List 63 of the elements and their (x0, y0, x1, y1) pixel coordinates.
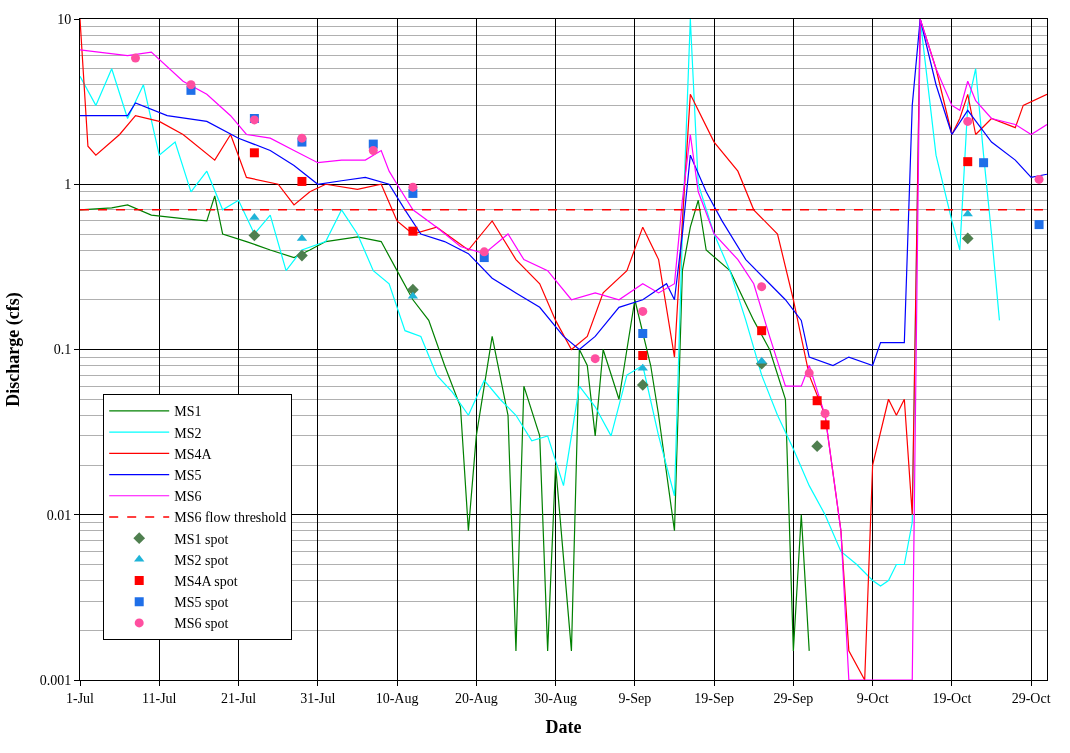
point (249, 212, 260, 220)
point (962, 209, 973, 217)
point (638, 350, 648, 360)
point (638, 306, 648, 316)
point (408, 226, 418, 236)
point (637, 363, 648, 371)
legend-label: MS6 spot (174, 616, 229, 632)
point (638, 328, 648, 338)
point (130, 53, 140, 63)
point (186, 80, 196, 90)
y-tick-label: 1 (64, 177, 72, 193)
point (249, 148, 259, 158)
x-tick-label: 29-Sep (773, 690, 814, 706)
x-tick-label: 9-Oct (856, 690, 889, 706)
point (804, 368, 814, 378)
legend-label: MS2 (174, 425, 202, 441)
point (408, 182, 418, 192)
x-tick-label: 30-Aug (534, 690, 577, 706)
point (368, 146, 378, 156)
point (811, 440, 823, 453)
x-tick-label: 29-Oct (1011, 690, 1051, 706)
point (1034, 220, 1044, 230)
legend-label: MS2 spot (174, 552, 229, 568)
point (248, 229, 261, 242)
point (297, 133, 307, 143)
point (963, 157, 973, 167)
legend-label: MS5 (174, 468, 202, 483)
legend-label: MS1 (174, 404, 202, 420)
point (757, 282, 767, 292)
x-tick-label: 9-Sep (618, 690, 652, 706)
y-tick-label: 10 (57, 11, 72, 27)
point (1034, 174, 1044, 184)
x-tick-label: 1-Jul (66, 690, 95, 706)
legend-label: MS6 (174, 489, 202, 505)
x-tick-label: 19-Oct (932, 690, 972, 706)
x-tick-label: 19-Sep (694, 690, 734, 706)
y-tick-label: 0.01 (46, 507, 72, 523)
x-tick-label: 10-Aug (375, 690, 419, 706)
legend-label: MS4A (174, 446, 213, 462)
x-tick-label: 31-Jul (300, 690, 336, 706)
point (812, 396, 822, 406)
y-tick-label: 0.1 (53, 342, 72, 358)
y-tick-label: 0.001 (39, 672, 72, 688)
point (820, 420, 830, 430)
x-tick-label: 20-Aug (454, 690, 498, 706)
legend-label: MS1 spot (174, 531, 229, 547)
point (590, 354, 600, 364)
x-tick-label: 21-Jul (221, 690, 257, 706)
point (479, 247, 489, 257)
legend-label: MS6 flow threshold (174, 510, 287, 526)
point (961, 232, 974, 245)
point (757, 326, 767, 336)
legend-label: MS4A spot (174, 574, 238, 589)
point (820, 408, 830, 418)
point (979, 158, 989, 168)
x-tick-label: 11-Jul (142, 690, 177, 706)
point (297, 176, 307, 186)
point (636, 379, 649, 391)
legend-label: MS5 spot (174, 595, 229, 611)
point (296, 249, 308, 262)
point (963, 116, 973, 126)
y-axis-title: Discharge (cfs) (2, 292, 24, 407)
x-axis-title: Date (545, 716, 582, 737)
